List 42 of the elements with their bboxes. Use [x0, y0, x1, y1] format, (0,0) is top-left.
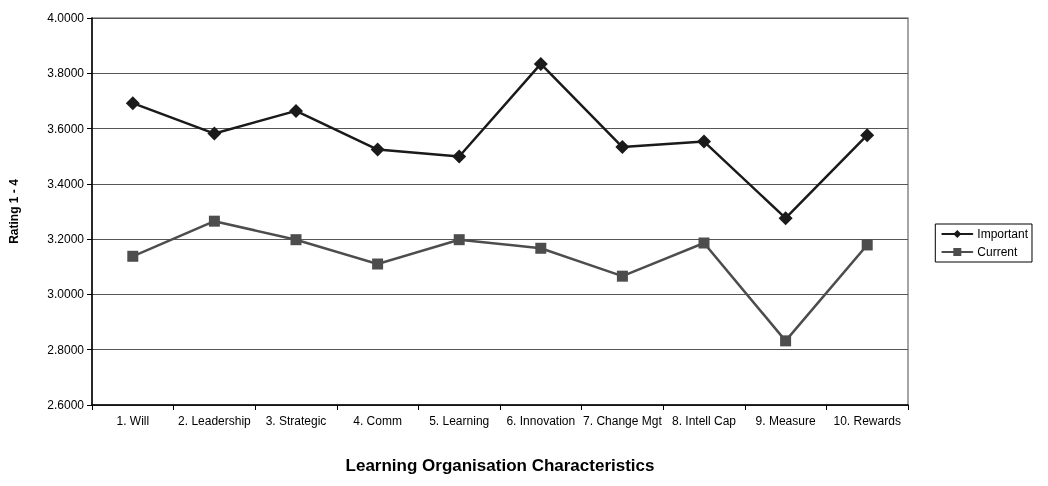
y-axis-title: Rating 1 - 4: [7, 178, 21, 244]
point: [290, 234, 302, 246]
point: [615, 140, 630, 155]
x-tick-label: 9. Measure: [755, 413, 816, 428]
x-tick-label: 6. Innovation: [506, 413, 576, 428]
point: [289, 103, 303, 118]
point: [453, 234, 465, 246]
point: [208, 215, 220, 227]
point: [780, 335, 792, 347]
y-tick-label: 2.8000: [47, 342, 85, 357]
y-tick-label: 3.2000: [47, 232, 85, 247]
x-tick-label: 2. Leadership: [178, 413, 252, 428]
y-tick-label: 3.6000: [47, 121, 85, 136]
y-tick-label: 2.6000: [47, 398, 85, 412]
point: [207, 126, 222, 141]
legend-label: Important: [977, 227, 1029, 241]
x-tick-label: 10. Rewards: [833, 413, 901, 428]
y-tick-label: 4.0000: [47, 11, 85, 25]
legend-label: Current: [977, 245, 1018, 259]
point: [533, 56, 548, 71]
y-tick-label: 3.8000: [47, 66, 85, 81]
point: [778, 211, 793, 226]
point: [125, 96, 140, 111]
point: [698, 237, 710, 249]
x-tick-label: 8. Intell Cap: [671, 413, 737, 428]
y-tick-label: 3.4000: [47, 176, 85, 191]
x-tick-label: 4. Comm: [353, 413, 402, 428]
point: [616, 270, 628, 282]
point: [372, 258, 384, 270]
point: [535, 242, 547, 254]
x-axis-title: Learning Organisation Characteristics: [345, 456, 655, 475]
point: [452, 149, 467, 164]
point: [697, 134, 711, 149]
x-tick-label: 5. Learning: [429, 413, 490, 428]
x-tick-label: 3. Strategic: [265, 413, 327, 428]
point: [860, 128, 875, 143]
y-tick-label: 3.0000: [47, 287, 85, 302]
point: [370, 142, 385, 157]
point: [127, 250, 139, 262]
x-tick-label: 1. Will: [116, 413, 150, 428]
point: [861, 239, 873, 251]
x-tick-label: 7. Change Mgt: [583, 413, 663, 428]
